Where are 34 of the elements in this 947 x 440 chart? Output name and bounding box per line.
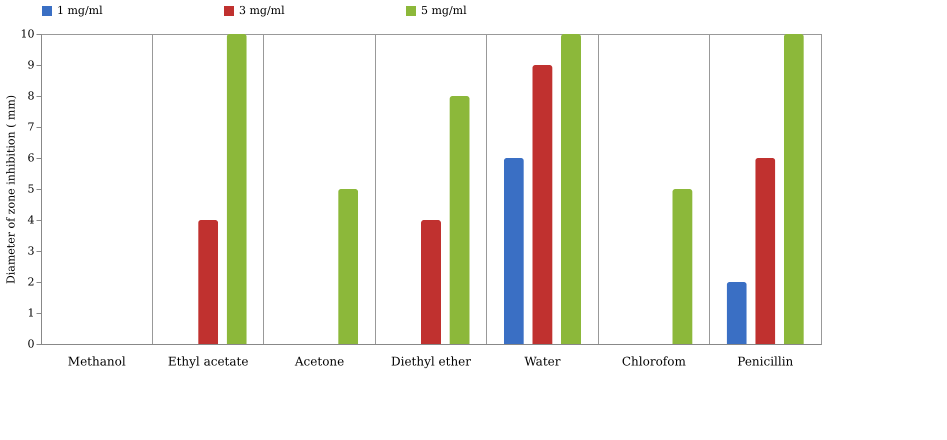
bar [726,282,747,344]
legend-label: 5 mg/ml [421,4,468,17]
y-tick-label: 2 [28,276,34,288]
y-tick-label: 0 [28,338,34,350]
x-tick-label: Ethyl acetate [168,354,248,368]
x-tick-label: Diethyl ether [390,354,472,368]
y-tick-label: 9 [28,58,34,72]
bar [421,220,441,344]
x-tick-label: Methanol [68,354,126,368]
bar [755,158,776,344]
y-tick-label: 7 [28,120,34,134]
bar [504,158,524,344]
bar [561,34,581,344]
bar [784,34,804,344]
bar [226,34,247,344]
x-tick-label: Water [524,354,561,368]
bar [198,220,218,344]
legend-label: 3 mg/ml [239,4,286,17]
y-tick-label: 5 [28,182,34,196]
x-tick-label: Penicillin [737,354,794,368]
x-tick-label: Acetone [294,354,344,368]
y-axis-title: Diameter of zone inhibition ( mm) [4,94,18,284]
legend-label: 1 mg/ml [57,4,104,17]
y-tick-label: 1 [28,306,34,320]
y-tick-label: 3 [28,244,34,258]
y-tick-label: 6 [28,152,34,164]
bar [532,65,552,344]
y-tick-label: 8 [28,90,34,102]
bar [338,189,358,344]
x-tick-label: Chlorofom [622,354,686,368]
y-tick-label: 10 [20,28,34,40]
y-tick-label: 4 [28,214,34,226]
bar [450,96,470,344]
bar [672,189,692,344]
